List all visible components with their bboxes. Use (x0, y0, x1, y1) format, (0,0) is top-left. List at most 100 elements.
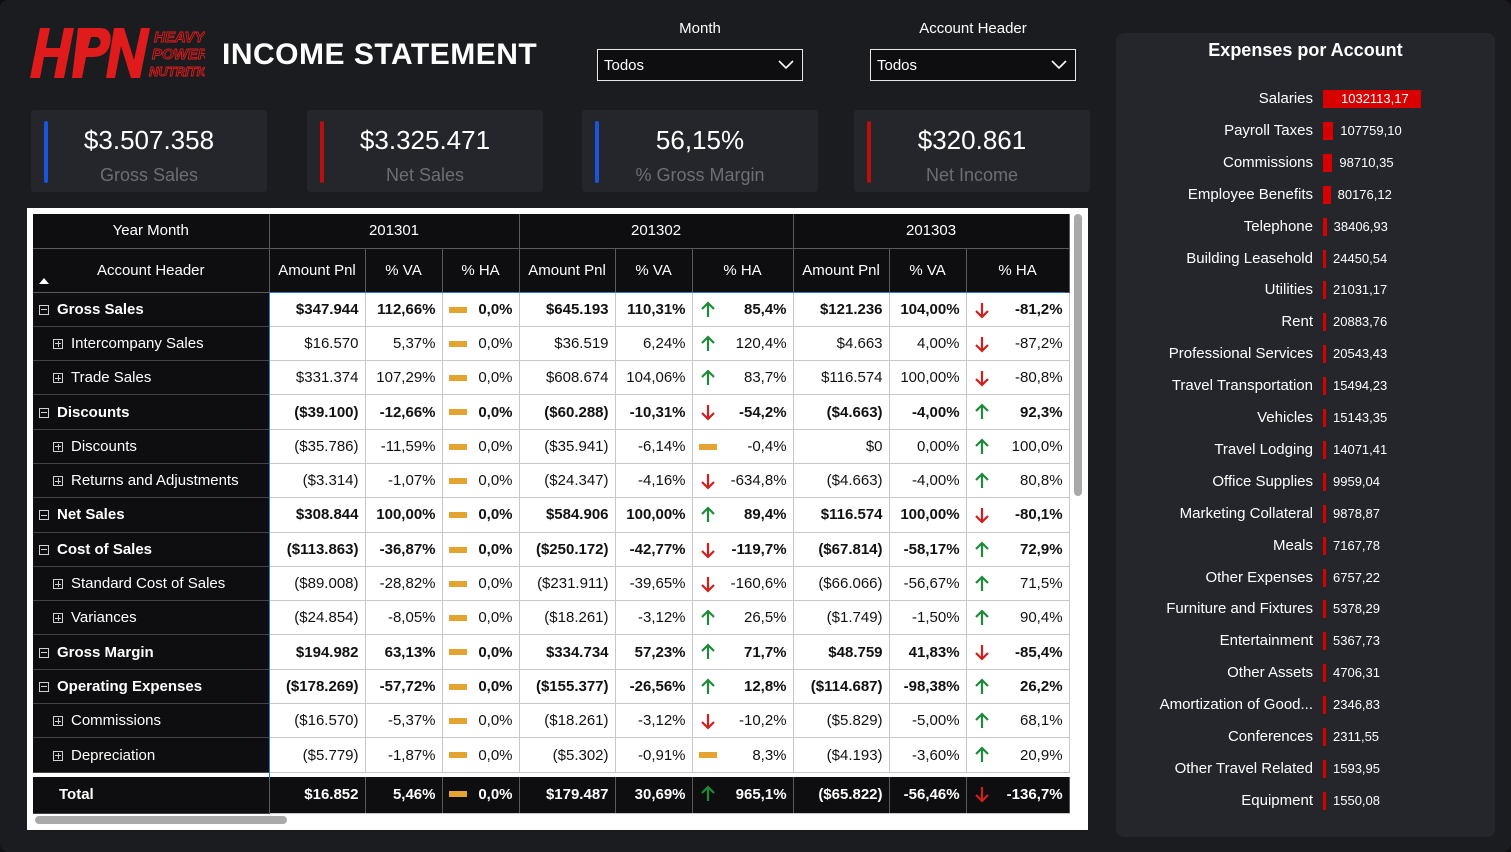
bar[interactable] (1323, 217, 1327, 236)
measure-header[interactable]: Amount Pnl (793, 248, 890, 293)
bar[interactable] (1323, 759, 1326, 778)
table-row[interactable]: Net Sales $308.844 100,00% 0,0% $584.906 100,… (33, 497, 1070, 533)
bar[interactable] (1323, 440, 1326, 459)
period-header[interactable]: 201301 (269, 214, 520, 249)
table-row[interactable]: Depreciation ($5.779) -1,87% 0,0% ($5.302) -0… (33, 737, 1070, 773)
bar[interactable] (1323, 664, 1326, 683)
bar[interactable] (1323, 791, 1326, 810)
bar-row[interactable]: Equipment 1550,08 (1116, 785, 1495, 817)
bar-row[interactable]: Furniture and Fixtures 5378,29 (1116, 593, 1495, 625)
bar-row[interactable]: Other Expenses 6757,22 (1116, 562, 1495, 594)
row-header-cell[interactable]: Cost of Sales (33, 532, 270, 567)
bar[interactable] (1323, 409, 1326, 427)
bar[interactable] (1323, 249, 1326, 268)
expand-plus-icon[interactable] (53, 579, 63, 590)
row-header-cell[interactable]: Gross Margin (33, 634, 270, 670)
row-header-cell[interactable]: Returns and Adjustments (33, 463, 270, 499)
table-row[interactable]: Standard Cost of Sales ($89.008) -28,82% 0,… (33, 566, 1070, 602)
bar-row[interactable]: Salaries 1032113,17 (1116, 83, 1495, 115)
bar[interactable] (1323, 313, 1326, 332)
table-row[interactable]: Operating Expenses ($178.269) -57,72% 0,0% (… (33, 669, 1070, 705)
bar-row[interactable]: Building Leasehold 24450,54 (1116, 243, 1495, 275)
row-header-cell[interactable]: Intercompany Sales (33, 326, 270, 362)
bar[interactable] (1323, 696, 1326, 715)
bar[interactable] (1323, 504, 1326, 523)
bar-row[interactable]: Travel Transportation 15494,23 (1116, 370, 1495, 402)
bar-row[interactable]: Commissions 98710,35 (1116, 147, 1495, 179)
bar[interactable] (1323, 377, 1326, 396)
bar[interactable] (1323, 345, 1326, 364)
row-header-cell[interactable]: Gross Sales (33, 292, 270, 327)
table-row[interactable]: Trade Sales $331.374 107,29% 0,0% $608.674 10… (33, 360, 1070, 396)
table-row[interactable]: Variances ($24.854) -8,05% 0,0% ($18.261) -3,… (33, 600, 1070, 636)
expand-plus-icon[interactable] (53, 613, 63, 624)
measure-header[interactable]: Amount Pnl (269, 248, 366, 293)
collapse-minus-icon[interactable] (39, 407, 49, 418)
bar-row[interactable]: Travel Lodging 14071,41 (1116, 434, 1495, 466)
row-header-label[interactable]: Account Header (33, 248, 270, 293)
table-row[interactable]: Gross Sales $347.944 112,66% 0,0% $645.193 11… (33, 292, 1070, 327)
collapse-minus-icon[interactable] (39, 681, 49, 692)
measure-header[interactable]: % VA (889, 248, 967, 293)
expand-plus-icon[interactable] (53, 750, 63, 761)
horizontal-scrollbar[interactable] (35, 816, 287, 824)
bar-row[interactable]: Vehicles 15143,35 (1116, 402, 1495, 434)
bar-row[interactable]: Telephone 38406,93 (1116, 211, 1495, 243)
sort-ascending-icon[interactable] (39, 277, 49, 284)
bar-row[interactable]: Other Assets 4706,31 (1116, 657, 1495, 689)
row-header-cell[interactable]: Variances (33, 600, 270, 636)
measure-header[interactable]: % HA (442, 248, 520, 293)
collapse-minus-icon[interactable] (39, 544, 49, 555)
table-row[interactable]: Cost of Sales ($113.863) -36,87% 0,0% ($250.… (33, 532, 1070, 567)
table-row[interactable]: Discounts ($39.100) -12,66% 0,0% ($60.288) -1… (33, 394, 1070, 430)
bar[interactable] (1323, 632, 1326, 651)
expand-plus-icon[interactable] (53, 338, 63, 349)
bar-row[interactable]: Payroll Taxes 107759,10 (1116, 115, 1495, 147)
bar[interactable] (1323, 185, 1331, 204)
measure-header[interactable]: % HA (692, 248, 794, 293)
bar[interactable] (1323, 600, 1326, 619)
bar-row[interactable]: Employee Benefits 80176,12 (1116, 179, 1495, 211)
collapse-minus-icon[interactable] (39, 510, 49, 521)
row-header-cell[interactable]: Trade Sales (33, 360, 270, 396)
bar[interactable] (1323, 90, 1421, 108)
collapse-minus-icon[interactable] (39, 647, 49, 658)
bar[interactable] (1323, 153, 1333, 172)
expand-plus-icon[interactable] (53, 373, 63, 384)
table-row[interactable]: Returns and Adjustments ($3.314) -1,07% 0,0… (33, 463, 1070, 499)
table-row[interactable]: Intercompany Sales $16.570 5,37% 0,0% $36.51… (33, 326, 1070, 362)
bar[interactable] (1323, 536, 1326, 555)
collapse-minus-icon[interactable] (39, 304, 49, 315)
row-header-cell[interactable]: Net Sales (33, 497, 270, 533)
bar-row[interactable]: Utilities 21031,17 (1116, 274, 1495, 306)
period-header[interactable]: 201302 (519, 214, 794, 249)
expand-plus-icon[interactable] (53, 716, 63, 727)
row-header-cell[interactable]: Discounts (33, 429, 270, 464)
row-header-cell[interactable]: Discounts (33, 394, 270, 430)
row-header-cell[interactable]: Total (33, 777, 270, 814)
bar-row[interactable]: Meals 7167,78 (1116, 530, 1495, 562)
total-row[interactable]: Total $16.852 5,46% 0,0% $179.487 30,69% 965,1… (33, 777, 1070, 814)
bar-row[interactable]: Entertainment 5367,73 (1116, 625, 1495, 657)
row-header-cell[interactable]: Operating Expenses (33, 669, 270, 705)
expand-plus-icon[interactable] (53, 476, 63, 487)
bar-row[interactable]: Conferences 2311,55 (1116, 721, 1495, 753)
measure-header[interactable]: % HA (966, 248, 1070, 293)
expand-plus-icon[interactable] (53, 441, 63, 452)
month-dropdown[interactable]: Todos (597, 49, 803, 81)
bar-row[interactable]: Rent 20883,76 (1116, 306, 1495, 338)
bar[interactable] (1323, 568, 1326, 587)
table-row[interactable]: Discounts ($35.786) -11,59% 0,0% ($35.941) -6… (33, 429, 1070, 464)
bar-row[interactable]: Other Travel Related 1593,95 (1116, 753, 1495, 785)
table-row[interactable]: Gross Margin $194.982 63,13% 0,0% $334.734 57… (33, 634, 1070, 670)
row-header-cell[interactable]: Commissions (33, 703, 270, 739)
row-header-cell[interactable]: Standard Cost of Sales (33, 566, 270, 602)
measure-header[interactable]: % VA (615, 248, 693, 293)
measure-header[interactable]: Amount Pnl (519, 248, 616, 293)
bar[interactable] (1323, 728, 1326, 746)
vertical-scrollbar[interactable] (1074, 214, 1082, 496)
row-header-cell[interactable]: Depreciation (33, 737, 270, 773)
bar[interactable] (1323, 121, 1334, 140)
bar-row[interactable]: Marketing Collateral 9878,87 (1116, 498, 1495, 530)
account-header-dropdown[interactable]: Todos (870, 49, 1076, 81)
